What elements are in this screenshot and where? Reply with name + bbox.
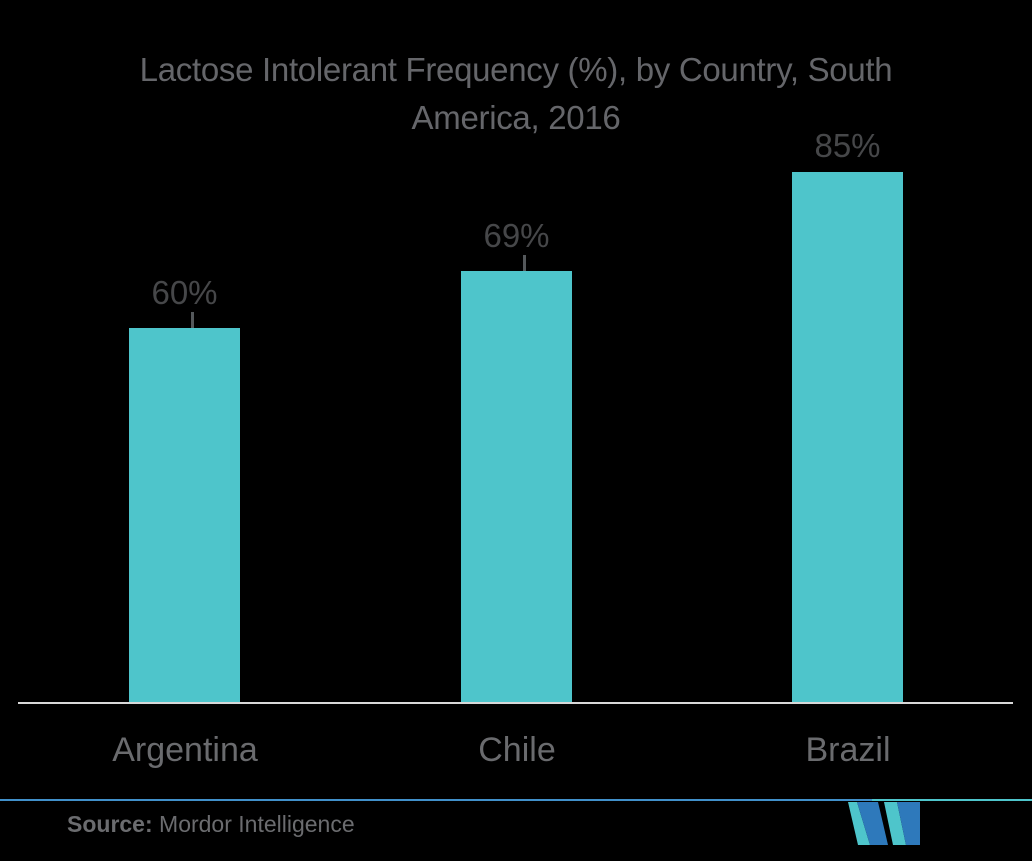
bar-group-brazil: 85%: [792, 0, 903, 702]
category-label-argentina: Argentina: [112, 731, 258, 769]
footer-divider-teal: [872, 799, 1032, 801]
source-value: Mordor Intelligence: [159, 811, 355, 837]
x-axis-line: [18, 702, 1013, 704]
value-label-argentina: 60%: [151, 274, 218, 311]
chart-title-line-1: Lactose Intolerant Frequency (%), by Cou…: [139, 51, 893, 88]
bar-brazil: [792, 172, 903, 702]
bar-chile: [461, 271, 572, 702]
plot-area: 60% 69% 85%: [129, 0, 903, 702]
category-label-brazil: Brazil: [805, 731, 891, 769]
source-line: Source: Mordor Intelligence: [67, 809, 355, 839]
leader-line-chile: [523, 255, 527, 271]
bar-argentina: [129, 328, 240, 702]
chart-title: Lactose Intolerant Frequency (%), by Cou…: [0, 46, 1032, 142]
bar-group-argentina: 60%: [129, 0, 240, 702]
value-label-brazil: 85%: [814, 127, 881, 164]
source-label: Source:: [67, 811, 153, 837]
value-label-chile: 69%: [483, 217, 550, 254]
footer-divider-blue: [0, 799, 872, 801]
bar-group-chile: 69%: [461, 0, 572, 702]
mordor-intelligence-logo-icon: [848, 802, 920, 845]
category-label-chile: Chile: [478, 731, 556, 769]
leader-line-argentina: [191, 312, 195, 328]
chart-title-line-2: America, 2016: [411, 99, 621, 136]
